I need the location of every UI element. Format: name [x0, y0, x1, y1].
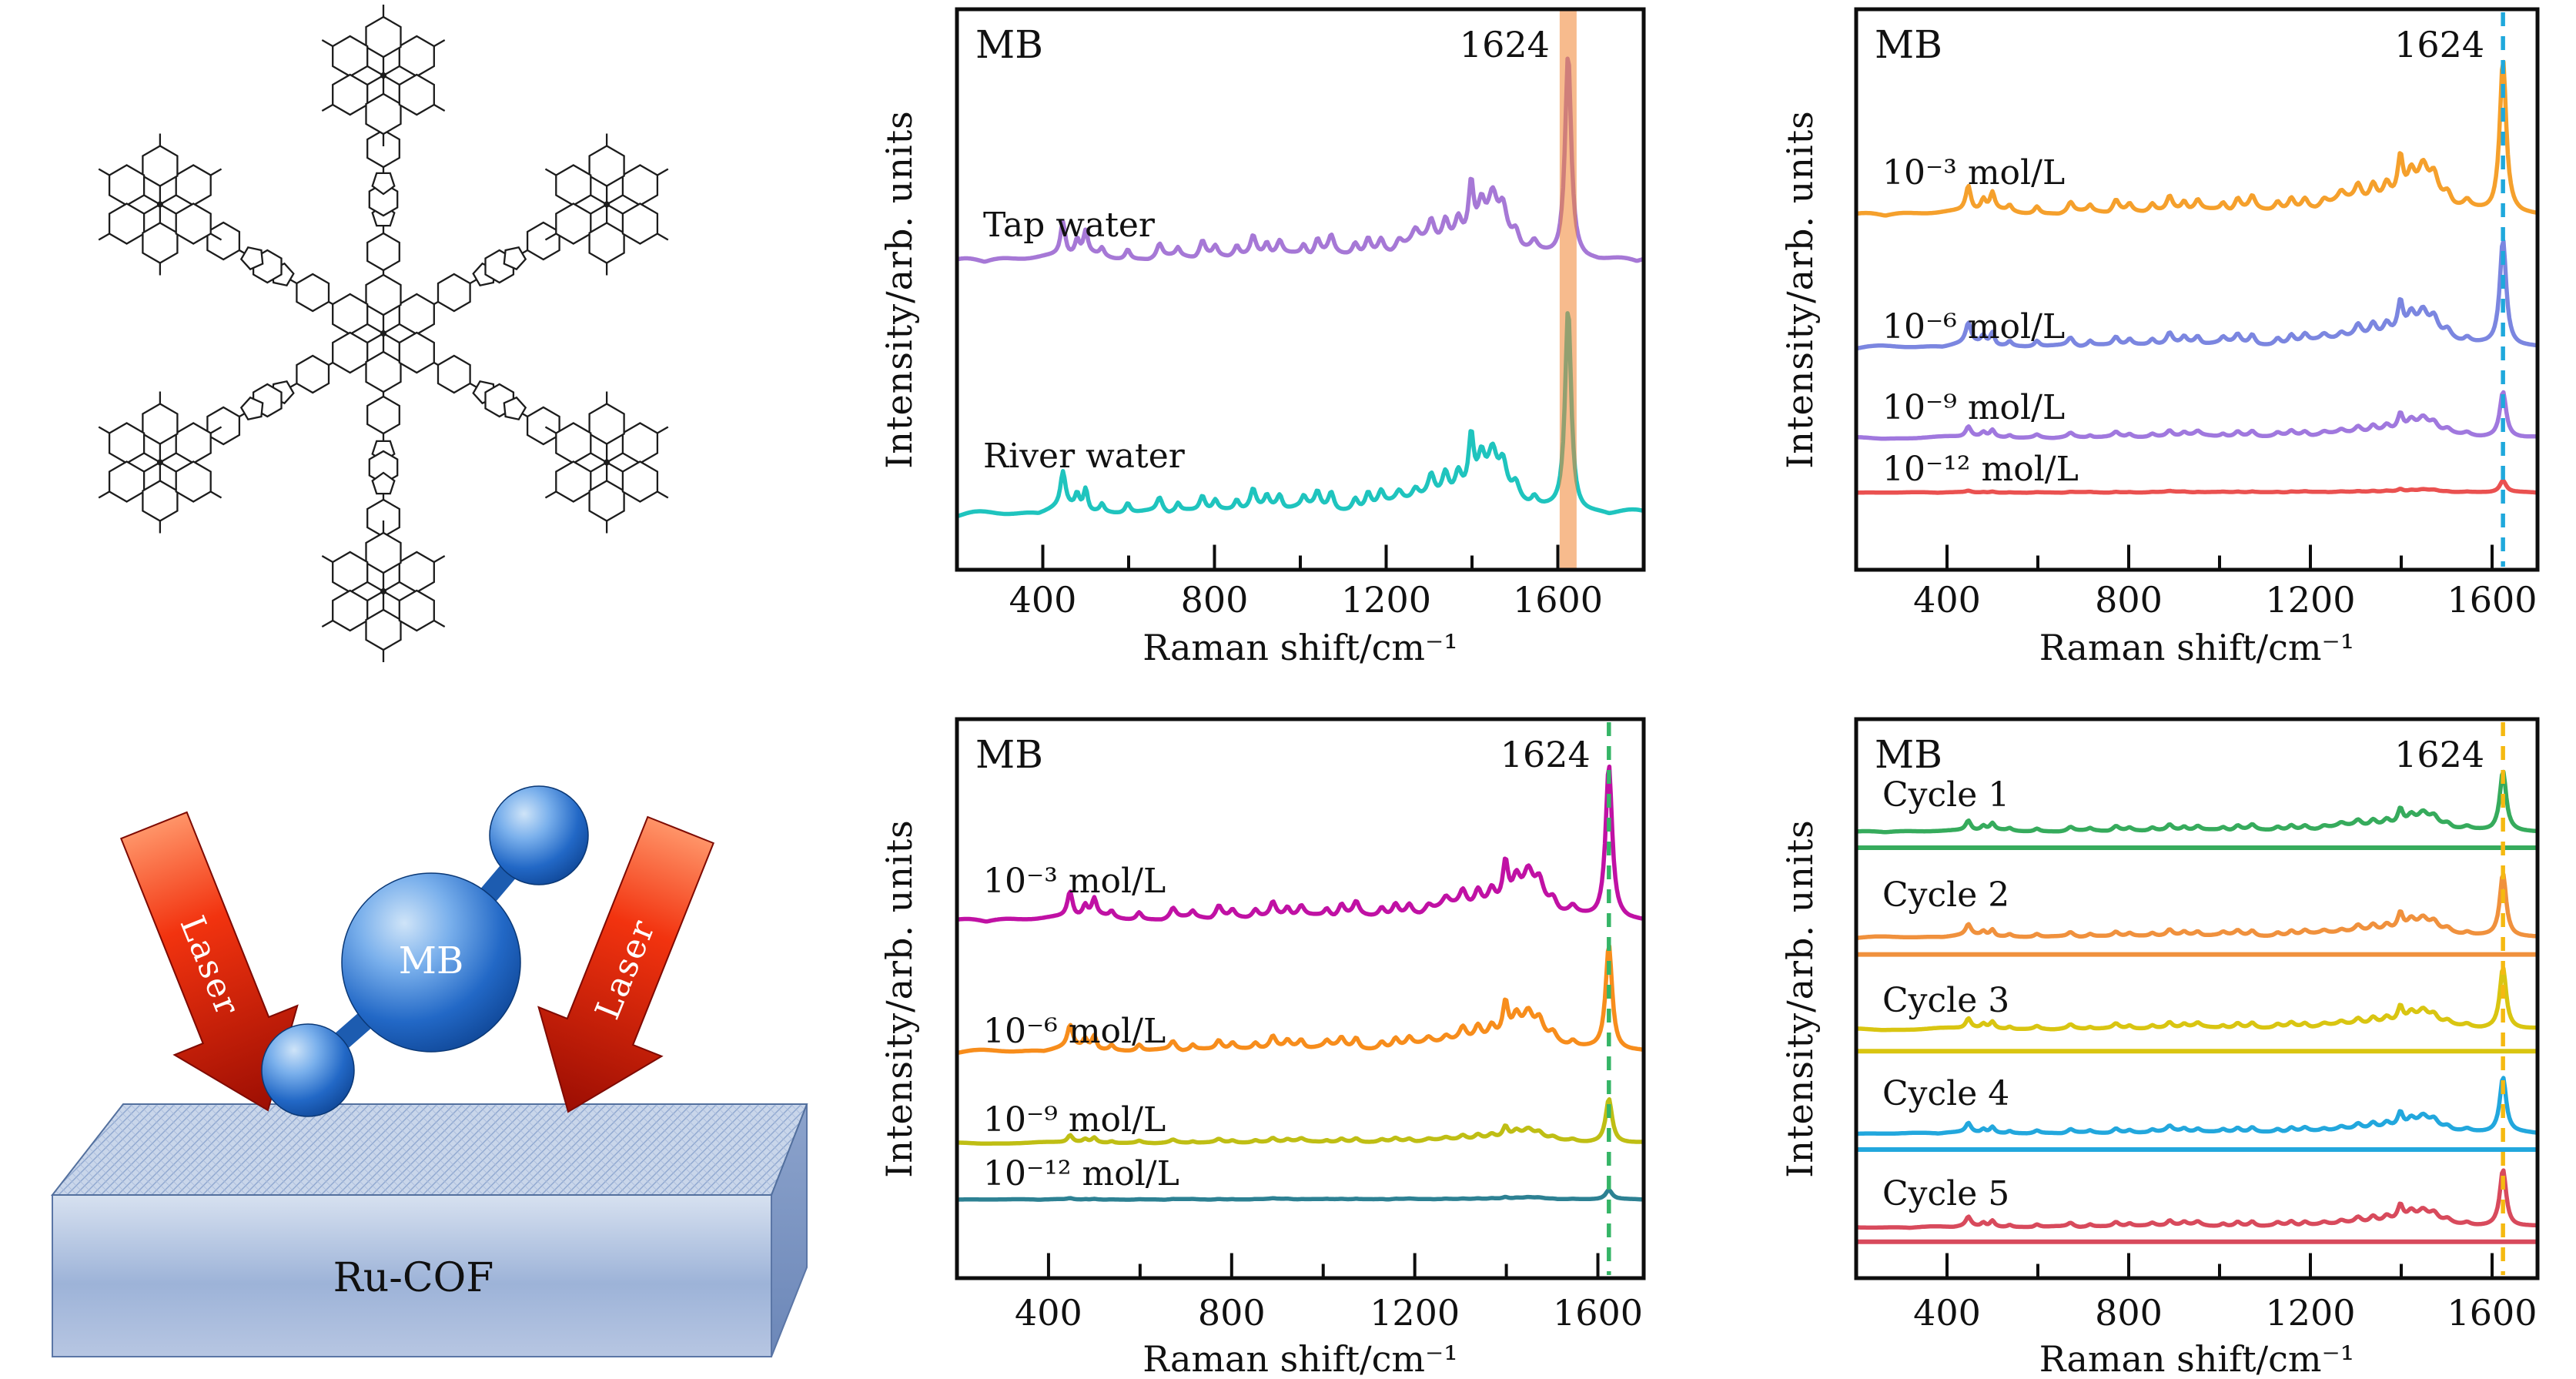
- trace-10-mol-l: [1856, 390, 2538, 441]
- plot-frame: [1854, 7, 2540, 572]
- laser-arrow-right: [537, 815, 714, 1113]
- x-tick-label: 1200: [2265, 579, 2356, 621]
- x-tick-label: 400: [1015, 1292, 1082, 1334]
- trace-cycle-4: [1856, 1076, 2538, 1136]
- cof-structure-drawing: [98, 5, 669, 662]
- trace-label-cycle-2: Cycle 2: [1882, 875, 2010, 915]
- trace-label-10-mol-l: 10⁻¹² mol/L: [1882, 449, 2079, 489]
- peak-label: 1624: [1459, 24, 1550, 65]
- trace-label-10-mol-l: 10⁻⁶ mol/L: [1882, 306, 2066, 346]
- x-axis-label: Raman shift/cm⁻¹: [2039, 627, 2355, 668]
- x-tick-label: 1600: [2447, 579, 2538, 621]
- trace-label-10-mol-l: 10⁻³ mol/L: [1882, 153, 2066, 193]
- trace-river-water: [957, 311, 1644, 518]
- y-axis-label: Intensity/arb. units: [878, 819, 920, 1178]
- peak-label: 1624: [1500, 734, 1591, 775]
- trace-cycle-2: [1856, 872, 2538, 940]
- y-axis-label: Intensity/arb. units: [878, 110, 920, 469]
- trace-10-mol-l: [957, 1097, 1644, 1146]
- panel-title: MB: [975, 22, 1043, 67]
- trace-label-10-mol-l: 10⁻⁹ mol/L: [1882, 387, 2066, 427]
- x-axis-label: Raman shift/cm⁻¹: [2039, 1338, 2355, 1379]
- trace-cycle-3: [1856, 966, 2538, 1033]
- mb-atom-small-bottom: [261, 1023, 355, 1117]
- x-tick-label: 400: [1009, 579, 1077, 621]
- chart-concentration-series-bottom: [955, 717, 1646, 1280]
- trace-label-10-mol-l: 10⁻⁶ mol/L: [983, 1011, 1166, 1051]
- trace-10-mol-l: [1856, 239, 2538, 351]
- trace-10-mol-l: [957, 1187, 1644, 1202]
- trace-label-cycle-4: Cycle 4: [1882, 1074, 2010, 1114]
- trace-10-mol-l: [957, 764, 1644, 924]
- substrate-top-face: [50, 1103, 808, 1196]
- trace-label-10-mol-l: 10⁻¹² mol/L: [983, 1153, 1179, 1193]
- panel-title: MB: [1875, 22, 1942, 67]
- x-axis-label: Raman shift/cm⁻¹: [1142, 1338, 1458, 1379]
- trace-10-mol-l: [1856, 478, 2538, 495]
- substrate-label: Ru-COF: [333, 1255, 494, 1301]
- trace-cycle-5: [1856, 1168, 2538, 1230]
- trace-10-mol-l: [1856, 59, 2538, 218]
- trace-label-cycle-5: Cycle 5: [1882, 1174, 2010, 1214]
- y-axis-label: Intensity/arb. units: [1779, 110, 1821, 469]
- trace-tap-water: [957, 56, 1644, 264]
- x-tick-label: 1200: [1370, 1292, 1460, 1334]
- x-tick-label: 800: [2095, 579, 2163, 621]
- trace-label-river-water: River water: [983, 436, 1185, 476]
- x-axis-label: Raman shift/cm⁻¹: [1142, 627, 1458, 668]
- trace-label-tap-water: Tap water: [983, 206, 1155, 245]
- x-tick-label: 1600: [2447, 1292, 2538, 1334]
- x-tick-label: 1200: [1340, 579, 1432, 621]
- x-tick-label: 400: [1913, 1292, 1981, 1334]
- trace-cycle-1: [1856, 769, 2538, 835]
- x-tick-label: 1200: [2265, 1292, 2356, 1334]
- trace-label-cycle-3: Cycle 3: [1882, 980, 2010, 1020]
- chart-cycle-series: [1854, 717, 2540, 1280]
- plot-frame: [955, 717, 1646, 1280]
- trace-label-cycle-1: Cycle 1: [1882, 775, 2010, 815]
- trace-10-mol-l: [957, 944, 1644, 1055]
- chart-concentration-series-top: [1854, 7, 2540, 572]
- peak-label: 1624: [2394, 24, 2485, 65]
- mb-atom-small-top: [489, 785, 589, 885]
- y-axis-label: Intensity/arb. units: [1779, 819, 1821, 1178]
- trace-label-10-mol-l: 10⁻³ mol/L: [983, 862, 1166, 902]
- mb-molecule-label: MB: [398, 939, 464, 982]
- x-tick-label: 1600: [1512, 579, 1604, 621]
- x-tick-label: 800: [2095, 1292, 2163, 1334]
- plot-frame: [955, 7, 1646, 572]
- peak-highlight-band: [1559, 11, 1577, 568]
- panel-title: MB: [975, 732, 1043, 777]
- chart-water-samples: [955, 7, 1646, 572]
- x-tick-label: 1600: [1552, 1292, 1644, 1334]
- x-tick-label: 800: [1197, 1292, 1266, 1334]
- plot-frame: [1854, 717, 2540, 1280]
- sers-illustration: [50, 785, 808, 1357]
- x-tick-label: 400: [1913, 579, 1981, 621]
- trace-label-10-mol-l: 10⁻⁹ mol/L: [983, 1100, 1166, 1140]
- peak-label: 1624: [2394, 734, 2485, 775]
- mb-atom-large: [341, 872, 521, 1053]
- x-tick-label: 800: [1180, 579, 1249, 621]
- panel-title: MB: [1875, 732, 1942, 777]
